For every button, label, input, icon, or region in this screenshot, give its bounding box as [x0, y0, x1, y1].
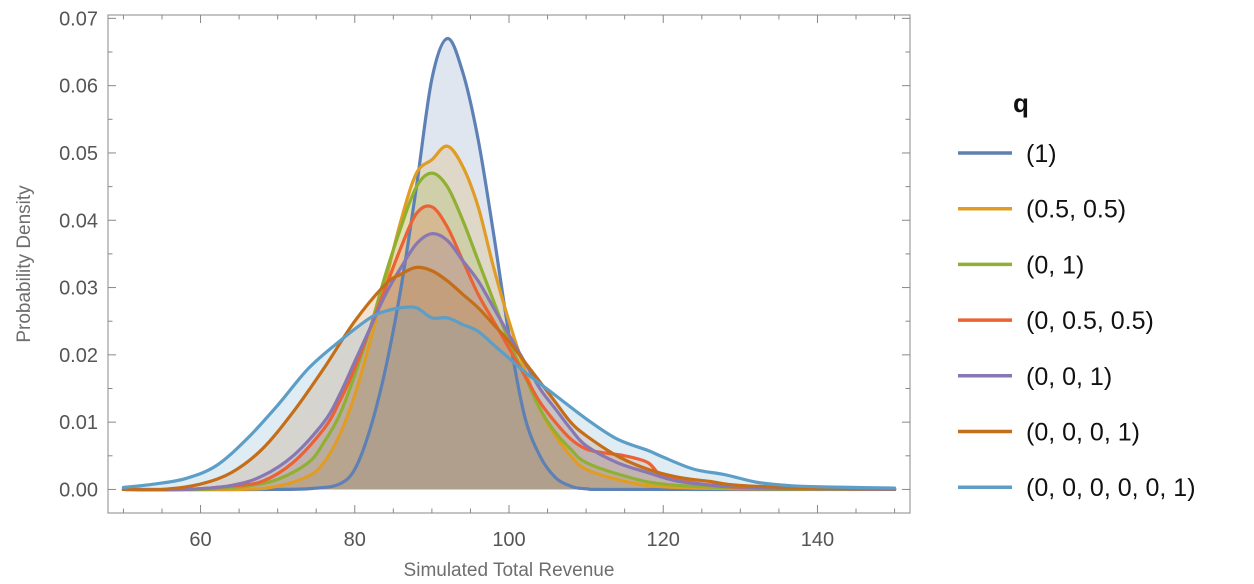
series-line-2 — [121, 171, 897, 492]
series-line-3 — [121, 204, 897, 492]
x-tick-label: 80 — [344, 529, 366, 551]
series-fill-4 — [123, 233, 895, 490]
series-line-1 — [121, 144, 897, 492]
series-fill-6 — [123, 306, 895, 490]
legend-label: (0, 0, 0, 0, 0, 1) — [1026, 474, 1196, 502]
legend-label: (1) — [1026, 140, 1057, 168]
series-fill-3 — [123, 205, 895, 490]
x-tick-label: 140 — [801, 529, 834, 551]
y-tick-label: 0.06 — [59, 76, 98, 98]
series-line-5 — [121, 265, 897, 492]
series-line-4 — [121, 232, 897, 492]
y-tick-label: 0.01 — [59, 412, 98, 434]
legend-label: (0, 1) — [1026, 251, 1084, 279]
y-tick-label: 0.00 — [59, 479, 98, 501]
x-tick-label: 120 — [647, 529, 680, 551]
legend-label: (0, 0, 0, 1) — [1026, 419, 1140, 447]
y-axis-ticks: 0.00 0.01 0.02 0.03 0.04 0.05 0.06 0.07 — [59, 8, 910, 501]
y-tick-label: 0.02 — [59, 345, 98, 367]
y-tick-label: 0.05 — [59, 143, 98, 165]
legend: q (1) (0.5, 0.5) (0, 1) (0, 0.5, 0.5) (0, 0,… — [958, 88, 1196, 502]
density-lines — [121, 36, 897, 492]
y-axis-title: Probability Density — [14, 185, 35, 343]
y-tick-label: 0.07 — [59, 8, 98, 30]
density-fills — [123, 38, 895, 490]
legend-label: (0, 0.5, 0.5) — [1026, 307, 1154, 335]
x-tick-label: 60 — [189, 529, 211, 551]
legend-label: (0, 0, 1) — [1026, 363, 1112, 391]
y-tick-label: 0.04 — [59, 210, 98, 232]
series-fill-0 — [123, 38, 895, 490]
legend-title: q — [1013, 88, 1029, 118]
x-axis-title: Simulated Total Revenue — [404, 560, 615, 581]
y-tick-label: 0.03 — [59, 278, 98, 300]
series-line-0 — [121, 36, 897, 492]
x-tick-label: 100 — [492, 529, 525, 551]
legend-label: (0.5, 0.5) — [1026, 196, 1126, 224]
x-axis-ticks: 60 80 100 120 140 — [122, 15, 896, 551]
series-line-6 — [121, 305, 897, 490]
series-fill-1 — [123, 146, 895, 490]
series-fill-2 — [123, 173, 895, 490]
